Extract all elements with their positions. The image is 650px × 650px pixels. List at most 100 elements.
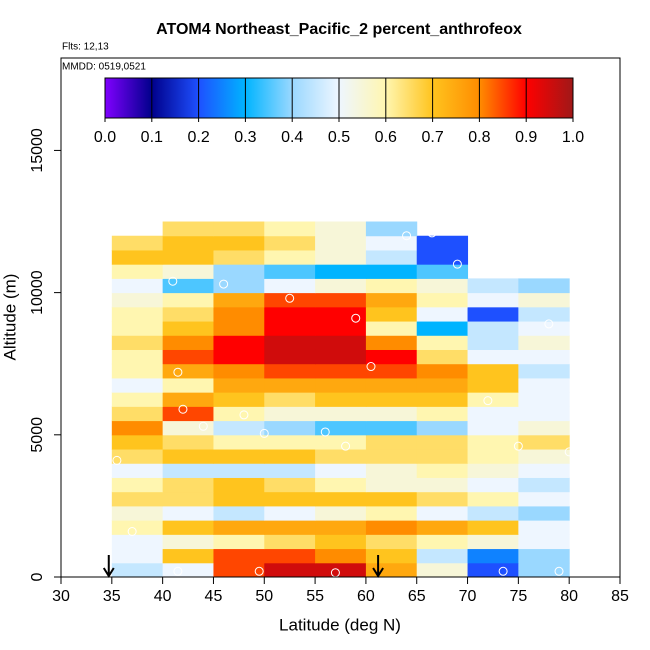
heatmap-cell xyxy=(518,321,570,336)
heatmap-cell xyxy=(365,335,418,350)
heatmap-cell xyxy=(162,235,214,251)
sample-point xyxy=(173,566,183,576)
heatmap-cell xyxy=(416,463,469,478)
heatmap-cell xyxy=(467,491,519,507)
heatmap-cell xyxy=(518,548,570,564)
y-tick-label: 0 xyxy=(29,572,46,581)
sample-point xyxy=(178,404,188,414)
heatmap-cell xyxy=(111,520,164,535)
heatmap-cell xyxy=(213,520,265,535)
heatmap-cell xyxy=(416,534,469,550)
heatmap-cell xyxy=(264,548,316,564)
heatmap-cell xyxy=(213,463,265,478)
heatmap-cell xyxy=(264,505,316,521)
heatmap-cell xyxy=(111,264,164,279)
heatmap-cell xyxy=(264,534,316,550)
x-tick-label: 70 xyxy=(459,588,477,605)
heatmap-cell xyxy=(518,449,570,464)
heatmap-cell xyxy=(467,562,519,578)
heatmap-cell xyxy=(111,562,164,578)
heatmap-cell xyxy=(416,278,469,294)
heatmap-cell xyxy=(111,505,164,521)
heatmap-cell xyxy=(162,292,214,308)
heatmap-cell xyxy=(518,292,570,308)
heatmap-cell xyxy=(162,420,214,436)
heatmap-cell xyxy=(365,434,418,450)
heatmap-cell xyxy=(467,406,519,422)
heatmap-cell xyxy=(416,505,469,521)
heatmap-cell xyxy=(416,321,469,336)
heatmap-cell xyxy=(213,349,265,365)
heatmap-cell xyxy=(416,306,469,322)
heatmap-cell xyxy=(416,449,469,464)
heatmap-cell xyxy=(162,406,214,422)
heatmap-cell xyxy=(315,377,367,393)
subtitle: Flts: 12,13 xyxy=(62,42,109,53)
heatmap-cell xyxy=(111,491,164,507)
heatmap-cell xyxy=(213,548,265,564)
heatmap-cell xyxy=(213,491,265,507)
heatmap-cell xyxy=(162,221,214,237)
heatmap-cell xyxy=(416,477,469,493)
heatmap-cell xyxy=(162,264,214,279)
heatmap-cell xyxy=(111,463,164,478)
heatmap-cell xyxy=(264,463,316,478)
heatmap-cell xyxy=(365,449,418,464)
heatmap-cell xyxy=(111,321,164,336)
colorbar-tick-label: 0.4 xyxy=(281,129,303,146)
heatmap-cell xyxy=(416,491,469,507)
heatmap-cell xyxy=(416,335,469,350)
heatmap-cell xyxy=(365,477,418,493)
heatmap-cell xyxy=(365,534,418,550)
heatmap-cell xyxy=(162,548,214,564)
heatmap-cell xyxy=(518,377,570,393)
heatmap-cell xyxy=(315,505,367,521)
y-tick-label: 10000 xyxy=(29,270,46,315)
heatmap-cell xyxy=(416,562,469,578)
heatmap-cell xyxy=(111,306,164,322)
heatmap-cell xyxy=(213,335,265,350)
heatmap-cell xyxy=(518,463,570,478)
heatmap-cell xyxy=(467,463,519,478)
heatmap-cell xyxy=(315,335,367,350)
heatmap-cell xyxy=(416,249,469,265)
heatmap-cell xyxy=(264,392,316,407)
overlay: 30 35 40 45 50 55 60 65 70 75 80 85 0 5000 10000 15000 0… xyxy=(29,57,629,605)
heatmap-cell xyxy=(365,264,418,279)
heatmap-cell xyxy=(518,562,570,578)
colorbar-tick-label: 0.3 xyxy=(234,129,256,146)
heatmap-cell xyxy=(518,406,570,422)
heatmap-cell xyxy=(213,221,265,237)
x-tick-label: 85 xyxy=(611,588,629,605)
heatmap-cell xyxy=(315,235,367,251)
heatmap-cell xyxy=(315,321,367,336)
heatmap-cell xyxy=(162,321,214,336)
colorbar-tick-label: 0.2 xyxy=(187,129,209,146)
heatmap-cell xyxy=(315,406,367,422)
heatmap-cell xyxy=(111,548,164,564)
flight-arrow xyxy=(102,555,115,578)
heatmap-cell xyxy=(315,292,367,308)
heatmap-cell xyxy=(111,249,164,265)
heatmap-cell xyxy=(365,363,418,379)
heatmap-cell xyxy=(315,420,367,436)
sample-point xyxy=(452,259,462,269)
flight-arrow xyxy=(372,555,384,578)
heatmap-cell xyxy=(213,392,265,407)
heatmap-cell xyxy=(264,406,316,422)
heatmap-cell xyxy=(162,520,214,535)
heatmap-cell xyxy=(467,349,519,365)
subtitle: MMDD: 0519,0521 xyxy=(62,62,146,73)
heatmap-cell xyxy=(162,534,214,550)
heatmap-cell xyxy=(264,264,316,279)
heatmap-cell xyxy=(467,321,519,336)
heatmap-cell xyxy=(416,377,469,393)
sample-point xyxy=(254,566,264,576)
heatmap-cell xyxy=(416,406,469,422)
heatmap-cell xyxy=(315,548,367,564)
heatmap-cell xyxy=(416,434,469,450)
heatmap-cell xyxy=(315,463,367,478)
heatmap-cell xyxy=(315,363,367,379)
sample-point xyxy=(173,367,183,377)
heatmap-cell xyxy=(315,449,367,464)
